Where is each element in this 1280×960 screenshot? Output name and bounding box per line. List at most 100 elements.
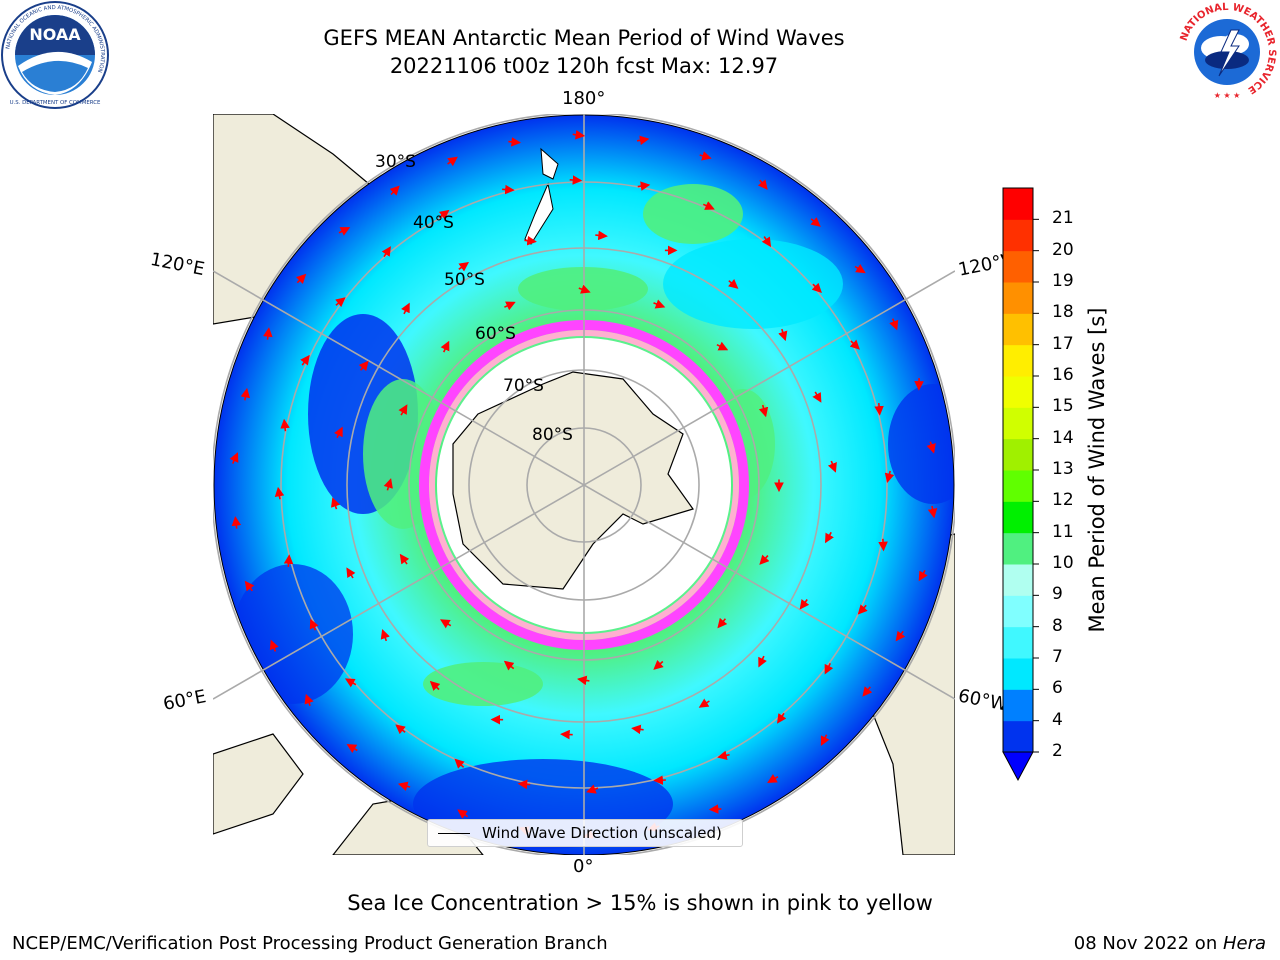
lat-label-30s: 30°S (375, 152, 416, 172)
colorbar-tick-label: 8 (1052, 615, 1063, 636)
lon-label-120e: 120°E (148, 248, 207, 281)
wave-direction-arrow (244, 580, 255, 592)
wave-direction-arrow (457, 809, 469, 819)
wave-direction-arrow (578, 284, 591, 294)
wave-direction-arrow (577, 675, 590, 686)
wave-direction-arrow (381, 246, 391, 258)
wave-direction-arrow (586, 784, 599, 794)
wave-direction-arrow (757, 179, 768, 190)
wave-direction-arrow (761, 236, 772, 248)
lat-label-40s: 40°S (413, 213, 454, 233)
wave-direction-arrow (229, 452, 239, 464)
colorbar-tick-label: 20 (1052, 239, 1074, 260)
wave-direction-arrow (560, 729, 573, 740)
map-legend: Wind Wave Direction (unscaled) (427, 819, 743, 847)
colorbar-tick-label: 13 (1052, 459, 1074, 479)
noaa-logo: NOAA NATIONAL OCEANIC AND ATMOSPHERIC AD… (1, 1, 109, 109)
meridian-60e-120w (213, 270, 955, 700)
colorbar-segment (1003, 313, 1033, 346)
wave-direction-arrow (397, 781, 411, 791)
noaa-logo-text: NOAA (29, 25, 81, 44)
colorbar-tick-label: 6 (1052, 678, 1063, 699)
wave-direction-arrow (429, 680, 441, 691)
wave-direction-arrow (698, 698, 710, 708)
lon-label-0: 0° (573, 856, 594, 877)
colorbar-tick-label: 14 (1052, 427, 1074, 448)
antarctica-land (452, 371, 694, 590)
colorbar-segment (1003, 532, 1033, 565)
wave-direction-arrow (330, 497, 341, 510)
wave-direction-arrow (884, 470, 895, 484)
noaa-ring-text-bottom: U.S. DEPARTMENT OF COMMERCE (10, 100, 101, 106)
colorbar-tick-label: 19 (1052, 271, 1074, 291)
wave-direction-arrow (335, 297, 346, 308)
wave-direction-arrow (699, 151, 712, 161)
wave-direction-arrow (637, 181, 651, 191)
wave-direction-arrow (631, 724, 644, 735)
wave-direction-arrow (504, 301, 516, 311)
wave-direction-arrow (280, 418, 290, 432)
colorbar-tick-label: 12 (1052, 490, 1074, 511)
colorbar (1002, 187, 1039, 782)
wave-direction-arrow (717, 750, 730, 761)
wave-direction-arrow (767, 774, 779, 784)
wave-direction-arrow (708, 804, 722, 814)
polar-map (213, 114, 955, 855)
colorbar-tick-label: 2 (1052, 741, 1063, 761)
legend-label: Wind Wave Direction (unscaled) (482, 824, 722, 842)
wave-direction-arrow (653, 775, 666, 785)
colorbar-tick-label: 18 (1052, 302, 1074, 323)
wave-direction-arrow (395, 724, 406, 735)
wave-field-patch (423, 662, 543, 706)
wave-direction-arrow (240, 387, 251, 401)
colorbar-tick-label: 11 (1052, 521, 1074, 542)
wave-direction-arrow (926, 441, 936, 454)
colorbar-segment (1003, 438, 1033, 471)
colorbar-segment (1003, 595, 1033, 628)
colorbar-tick-label: 21 (1052, 208, 1074, 229)
wave-direction-arrow (799, 599, 810, 610)
wave-direction-arrow (717, 617, 728, 629)
colorbar-tick-label: 4 (1052, 709, 1063, 730)
wave-direction-arrow (758, 655, 767, 668)
wave-direction-arrow (636, 135, 650, 146)
wave-field-patch (663, 239, 843, 329)
footer-credit: NCEP/EMC/Verification Post Processing Pr… (12, 933, 608, 954)
colorbar-tick-label: 10 (1052, 553, 1074, 573)
colorbar-tick-label: 17 (1052, 333, 1074, 354)
wave-direction-arrow (503, 660, 515, 671)
wave-direction-arrow (758, 404, 769, 418)
footer-date: 08 Nov 2022 on Hera (1074, 933, 1266, 954)
wave-direction-arrow (438, 209, 450, 220)
nws-logo: NATIONAL WEATHER SERVICE ★ ★ ★ (1177, 2, 1277, 102)
colorbar-segment (1003, 626, 1033, 659)
colorbar-under-triangle (1002, 751, 1034, 782)
colorbar-tick-label: 7 (1052, 647, 1063, 667)
footer-date-text: 08 Nov 2022 on (1073, 933, 1223, 954)
wave-direction-arrow (820, 734, 830, 747)
wave-direction-arrow (440, 619, 452, 629)
wave-direction-arrow (517, 779, 531, 790)
wave-direction-arrow (344, 678, 357, 688)
colorbar-segment (1003, 564, 1033, 596)
wave-direction-arrow (338, 227, 351, 236)
wave-direction-arrow (572, 129, 586, 140)
wave-direction-arrow (447, 156, 458, 167)
colorbar-tick-label: 15 (1052, 396, 1074, 417)
lat-label-80s: 80°S (532, 425, 573, 445)
colorbar-segment (1003, 470, 1033, 502)
wave-direction-arrow (502, 184, 515, 195)
colorbar-segment (1003, 188, 1033, 220)
wave-direction-arrow (383, 478, 393, 491)
map-panel: 30°S 40°S 50°S 60°S 70°S 80°S (213, 114, 955, 855)
wave-direction-arrow (458, 261, 469, 272)
wave-direction-arrow (889, 318, 899, 331)
wave-direction-arrow (895, 630, 906, 642)
wave-direction-arrow (508, 137, 521, 147)
wave-direction-arrow (854, 264, 866, 274)
wave-direction-arrow (231, 516, 242, 529)
chart-subtitle: 20221106 t00z 120h fcst Max: 12.97 (389, 54, 779, 78)
wave-direction-arrow (827, 460, 837, 473)
wave-direction-arrow (389, 185, 400, 196)
wave-direction-arrow (454, 758, 465, 769)
